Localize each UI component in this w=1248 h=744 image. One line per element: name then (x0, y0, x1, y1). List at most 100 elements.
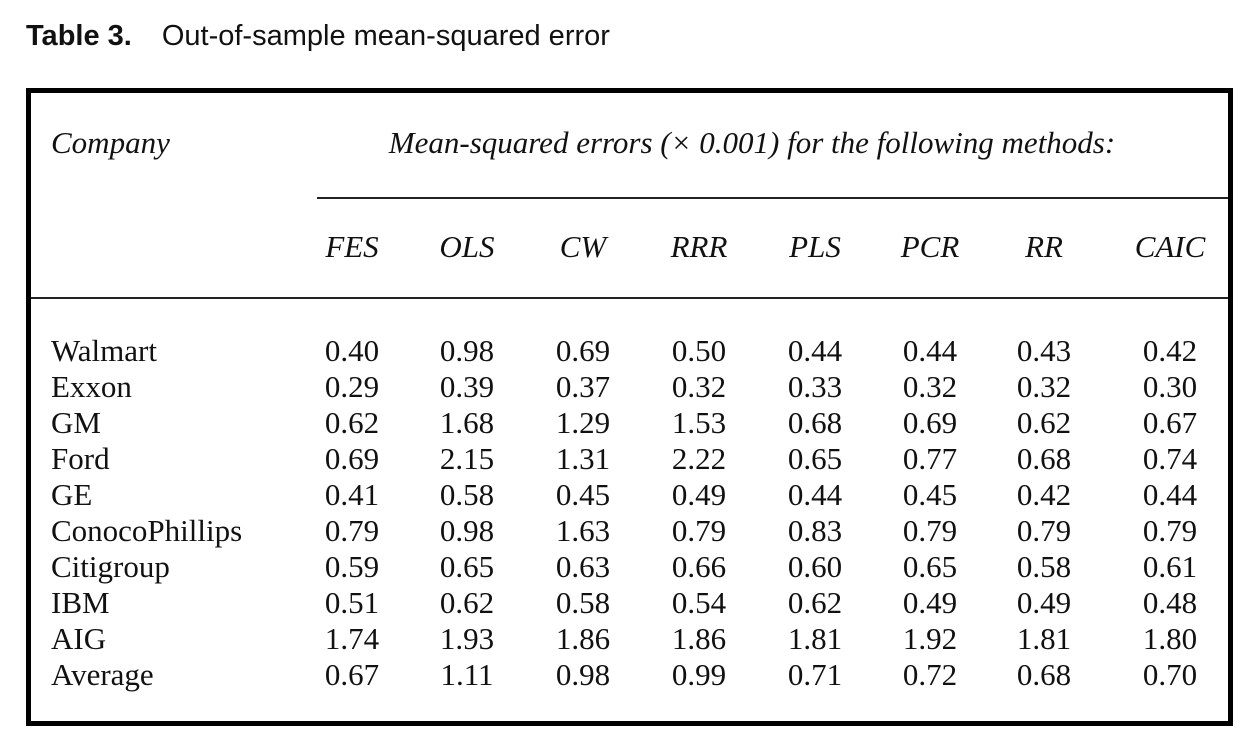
row-label: ConocoPhillips (51, 513, 243, 548)
table-row: Average 0.67 1.11 0.98 0.99 0.71 0.72 0.68 0.70 (31, 657, 1228, 693)
column-header: OLS (439, 229, 495, 264)
table-cell: 0.68 (1016, 441, 1072, 476)
header-rule (317, 197, 1228, 199)
table-cell: 0.68 (1016, 657, 1072, 692)
table-cell: 0.44 (1142, 477, 1198, 512)
table-cell: 0.58 (555, 585, 611, 620)
table-cell: 0.79 (324, 513, 380, 548)
column-header: PCR (900, 229, 960, 264)
table-cell: 1.63 (555, 513, 611, 548)
table-cell: 0.40 (324, 333, 380, 368)
table-cell: 0.42 (1016, 477, 1072, 512)
table-cell: 0.70 (1142, 657, 1198, 692)
body-rule (31, 297, 1228, 299)
table-cell: 0.62 (324, 405, 380, 440)
table-row: Exxon 0.29 0.39 0.37 0.32 0.33 0.32 0.32 0.30 (31, 369, 1228, 405)
column-header: CAIC (1134, 229, 1206, 264)
table-cell: 0.79 (902, 513, 958, 548)
table-cell: 2.22 (671, 441, 727, 476)
table-cell: 1.80 (1142, 621, 1198, 656)
table-cell: 0.69 (324, 441, 380, 476)
row-label: AIG (51, 621, 107, 656)
table-cell: 0.50 (671, 333, 727, 368)
row-label: Walmart (51, 333, 157, 368)
table-cell: 1.92 (902, 621, 958, 656)
table-row: GE 0.41 0.58 0.45 0.49 0.44 0.45 0.42 0.44 (31, 477, 1228, 513)
table-row: GM 0.62 1.68 1.29 1.53 0.68 0.69 0.62 0.67 (31, 405, 1228, 441)
column-header: RRR (670, 229, 728, 264)
table-cell: 0.69 (555, 333, 611, 368)
table-cell: 1.86 (671, 621, 727, 656)
table-cell: 1.93 (439, 621, 495, 656)
table-cell: 0.43 (1016, 333, 1072, 368)
table-row: IBM 0.51 0.62 0.58 0.54 0.62 0.49 0.49 0.48 (31, 585, 1228, 621)
table-label: Table 3. (26, 20, 132, 52)
table-cell: 1.31 (555, 441, 611, 476)
row-header-company: Company (51, 125, 170, 160)
table-cell: 2.15 (439, 441, 495, 476)
table-cell: 0.33 (787, 369, 843, 404)
column-header: FES (325, 229, 379, 264)
table-cell: 0.99 (671, 657, 727, 692)
table-cell: 0.61 (1142, 549, 1198, 584)
table-cell: 0.79 (671, 513, 727, 548)
row-label: Ford (51, 441, 110, 476)
table-cell: 0.67 (1142, 405, 1198, 440)
table-cell: 0.44 (787, 333, 843, 368)
row-label: Citigroup (51, 549, 170, 584)
column-header: CW (559, 229, 607, 264)
row-label: IBM (51, 585, 110, 620)
table-row: ConocoPhillips 0.79 0.98 1.63 0.79 0.83 0.79 0.… (31, 513, 1228, 549)
table-cell: 0.65 (902, 549, 958, 584)
table-cell: 0.77 (902, 441, 958, 476)
group-header-methods: Mean-squared errors (× 0.001) for the fo… (388, 125, 1116, 160)
table-cell: 0.45 (902, 477, 958, 512)
table-cell: 0.59 (324, 549, 380, 584)
table-cell: 0.65 (787, 441, 843, 476)
table-cell: 0.49 (671, 477, 727, 512)
table-cell: 0.48 (1142, 585, 1198, 620)
table-cell: 1.68 (439, 405, 495, 440)
table-cell: 0.69 (902, 405, 958, 440)
table-cell: 0.51 (324, 585, 380, 620)
table-cell: 0.66 (671, 549, 727, 584)
table-row: Citigroup 0.59 0.65 0.63 0.66 0.60 0.65 0.58 0.6… (31, 549, 1228, 585)
table-cell: 1.29 (555, 405, 611, 440)
row-label: GE (51, 477, 93, 512)
table-row: Ford 0.69 2.15 1.31 2.22 0.65 0.77 0.68 0.74 (31, 441, 1228, 477)
table-cell: 0.49 (1016, 585, 1072, 620)
table-cell: 0.44 (902, 333, 958, 368)
table-caption: Table 3. Out-of-sample mean-squared error (26, 14, 610, 58)
table-cell: 1.86 (555, 621, 611, 656)
table-cell: 1.81 (1016, 621, 1072, 656)
table-cell: 1.74 (324, 621, 380, 656)
table-cell: 1.11 (440, 657, 494, 692)
table-cell: 0.39 (439, 369, 495, 404)
column-header: RR (1025, 229, 1063, 264)
table-cell: 0.54 (671, 585, 727, 620)
table-cell: 0.58 (439, 477, 495, 512)
table-cell: 0.60 (787, 549, 843, 584)
table-cell: 0.37 (555, 369, 611, 404)
table-cell: 0.42 (1142, 333, 1198, 368)
row-label: Average (51, 657, 154, 692)
table-cell: 0.62 (787, 585, 843, 620)
table-cell: 0.74 (1142, 441, 1198, 476)
table-cell: 0.63 (555, 549, 611, 584)
table-cell: 0.72 (902, 657, 958, 692)
table-cell: 0.83 (787, 513, 843, 548)
table-cell: 0.30 (1142, 369, 1198, 404)
table-cell: 0.32 (902, 369, 958, 404)
table-cell: 0.45 (555, 477, 611, 512)
table-cell: 0.71 (787, 657, 843, 692)
table-cell: 0.62 (1016, 405, 1072, 440)
table-cell: 0.32 (671, 369, 727, 404)
table-cell: 0.49 (902, 585, 958, 620)
table-cell: 0.29 (324, 369, 380, 404)
table-cell: 0.67 (324, 657, 380, 692)
table-cell: 1.81 (787, 621, 843, 656)
table-cell: 0.79 (1142, 513, 1198, 548)
row-label: Exxon (51, 369, 132, 404)
table-cell: 0.41 (324, 477, 380, 512)
column-header: PLS (789, 229, 841, 264)
